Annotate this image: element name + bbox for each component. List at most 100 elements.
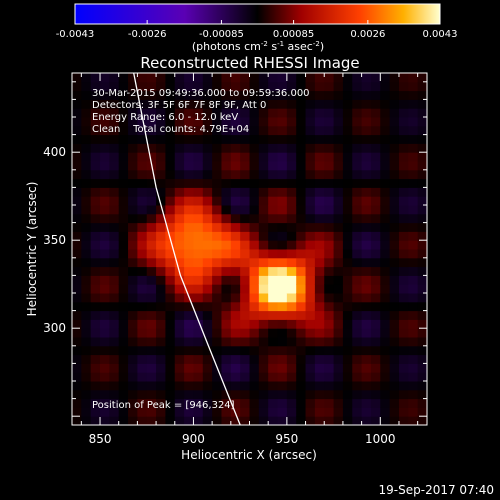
heatmap-pixel [333,284,344,294]
heatmap-pixel [109,187,120,197]
heatmap-pixel [202,266,213,276]
heatmap-pixel [286,363,297,373]
heatmap-pixel [109,178,120,188]
heatmap-pixel [128,152,138,162]
heatmap-pixel [352,152,363,162]
heatmap-pixel [417,187,427,197]
heatmap-pixel [324,363,335,373]
heatmap-pixel [193,152,204,162]
heatmap-pixel [249,337,260,347]
heatmap-pixel [408,222,419,232]
heatmap-pixel [268,381,279,391]
heatmap-pixel [305,196,316,206]
heatmap-pixel [286,81,297,92]
heatmap-pixel [296,187,307,197]
heatmap-pixel [296,231,307,241]
heatmap-pixel [389,125,400,136]
heatmap-pixel [249,125,260,136]
heatmap-pixel [380,178,391,188]
heatmap-pixel [109,345,120,356]
heatmap-pixel [333,231,344,241]
heatmap-pixel [305,73,316,83]
heatmap-pixel [100,231,110,241]
heatmap-pixel [314,125,325,136]
heatmap-pixel [258,169,269,180]
heatmap-pixel [221,240,232,250]
heatmap-pixel [128,328,138,338]
heatmap-pixel [156,240,166,250]
heatmap-pixel [174,389,185,400]
heatmap-pixel [202,337,213,347]
colorbar-tick-label: -0.0026 [128,29,167,40]
heatmap-pixel [361,381,372,391]
heatmap-pixel [240,372,250,382]
heatmap-pixel [296,319,307,329]
heatmap-pixel [389,161,400,171]
heatmap-pixel [174,363,185,373]
heatmap-pixel [221,337,232,347]
heatmap-pixel [137,249,148,259]
heatmap-pixel [249,90,260,100]
heatmap-pixel [174,178,185,188]
heatmap-pixel [230,213,241,224]
heatmap-pixel [156,284,166,294]
heatmap-pixel [286,161,297,171]
heatmap-pixel [146,372,157,382]
heatmap-pixel [146,328,157,338]
heatmap-pixel [174,372,185,382]
heatmap-pixel [408,240,419,250]
heatmap-pixel [137,398,148,408]
heatmap-pixel [324,81,335,92]
heatmap-pixel [184,389,194,400]
heatmap-pixel [109,169,120,180]
heatmap-pixel [389,381,400,391]
heatmap-pixel [398,213,409,224]
heatmap-pixel [128,284,138,294]
heatmap-pixel [137,205,148,215]
heatmap-pixel [277,152,288,162]
heatmap-pixel [184,275,194,285]
heatmap-pixel [128,187,138,197]
heatmap-pixel [165,222,176,232]
heatmap-pixel [361,319,372,329]
heatmap-pixel [81,363,92,373]
heatmap-pixel [230,73,241,83]
heatmap-pixel [389,169,400,180]
heatmap-pixel [221,310,232,320]
heatmap-pixel [352,117,363,127]
heatmap-pixel [352,231,363,241]
heatmap-pixel [258,275,269,285]
heatmap-pixel [81,117,92,127]
heatmap-pixel [408,328,419,338]
heatmap-pixel [342,363,353,373]
heatmap-pixel [156,275,166,285]
heatmap-pixel [100,407,110,417]
heatmap-pixel [146,354,157,364]
heatmap-pixel [230,240,241,250]
heatmap-pixel [286,407,297,417]
heatmap-pixel [268,213,279,224]
heatmap-pixel [277,354,288,364]
heatmap-pixel [100,108,110,118]
heatmap-pixel [249,73,260,83]
heatmap-pixel [417,178,427,188]
heatmap-pixel [81,178,92,188]
heatmap-pixel [314,328,325,338]
heatmap-pixel [212,328,222,338]
heatmap-pixel [277,196,288,206]
heatmap-pixel [314,161,325,171]
heatmap-pixel [221,169,232,180]
heatmap-pixel [72,266,82,276]
heatmap-pixel [314,293,325,303]
heatmap-pixel [389,284,400,294]
heatmap-pixel [193,73,204,83]
heatmap-pixel [296,73,307,83]
heatmap-pixel [90,240,101,250]
heatmap-pixel [342,108,353,118]
heatmap-pixel [286,213,297,224]
heatmap-pixel [165,134,176,144]
heatmap-pixel [417,240,427,250]
heatmap-pixel [333,354,344,364]
heatmap-pixel [417,293,427,303]
heatmap-pixel [258,152,269,162]
